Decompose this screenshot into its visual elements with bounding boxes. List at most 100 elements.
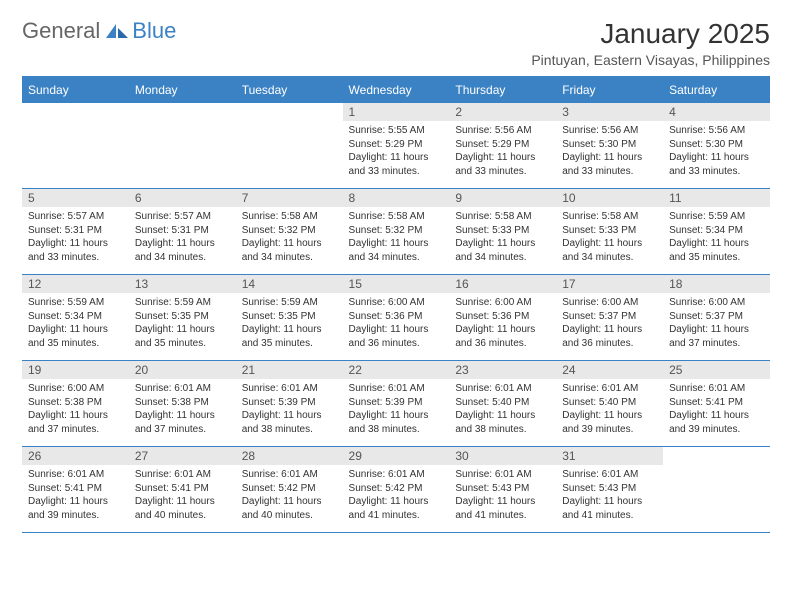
daylight2-line: and 33 minutes.	[669, 165, 764, 179]
daylight2-line: and 35 minutes.	[669, 251, 764, 265]
day-details: Sunrise: 6:01 AMSunset: 5:42 PMDaylight:…	[343, 465, 450, 526]
day-details: Sunrise: 6:01 AMSunset: 5:39 PMDaylight:…	[236, 379, 343, 440]
daylight1-line: Daylight: 11 hours	[669, 151, 764, 165]
day-number: 4	[663, 103, 770, 121]
location: Pintuyan, Eastern Visayas, Philippines	[531, 52, 770, 68]
day-number: 13	[129, 275, 236, 293]
sunrise-line: Sunrise: 6:00 AM	[455, 296, 550, 310]
sunset-line: Sunset: 5:39 PM	[242, 396, 337, 410]
title-block: January 2025 Pintuyan, Eastern Visayas, …	[531, 18, 770, 68]
daylight2-line: and 36 minutes.	[562, 337, 657, 351]
daylight2-line: and 34 minutes.	[562, 251, 657, 265]
sunset-line: Sunset: 5:40 PM	[455, 396, 550, 410]
daylight2-line: and 38 minutes.	[242, 423, 337, 437]
day-details: Sunrise: 6:00 AMSunset: 5:37 PMDaylight:…	[663, 293, 770, 354]
calendar-day-cell: .	[22, 103, 129, 189]
calendar-day-cell: 4 Sunrise: 5:56 AMSunset: 5:30 PMDaylight…	[663, 103, 770, 189]
daylight2-line: and 39 minutes.	[669, 423, 764, 437]
sunrise-line: Sunrise: 6:00 AM	[562, 296, 657, 310]
daylight2-line: and 38 minutes.	[349, 423, 444, 437]
sunrise-line: Sunrise: 5:57 AM	[28, 210, 123, 224]
day-details: Sunrise: 5:59 AMSunset: 5:35 PMDaylight:…	[236, 293, 343, 354]
sunrise-line: Sunrise: 6:00 AM	[669, 296, 764, 310]
day-details: Sunrise: 5:58 AMSunset: 5:33 PMDaylight:…	[449, 207, 556, 268]
sunset-line: Sunset: 5:32 PM	[242, 224, 337, 238]
daylight1-line: Daylight: 11 hours	[562, 495, 657, 509]
day-number: 1	[343, 103, 450, 121]
day-number: 11	[663, 189, 770, 207]
sunset-line: Sunset: 5:41 PM	[135, 482, 230, 496]
sunset-line: Sunset: 5:42 PM	[349, 482, 444, 496]
daylight1-line: Daylight: 11 hours	[455, 323, 550, 337]
sunrise-line: Sunrise: 5:59 AM	[669, 210, 764, 224]
daylight2-line: and 35 minutes.	[28, 337, 123, 351]
day-details: Sunrise: 6:01 AMSunset: 5:40 PMDaylight:…	[556, 379, 663, 440]
daylight2-line: and 34 minutes.	[242, 251, 337, 265]
day-details: Sunrise: 5:57 AMSunset: 5:31 PMDaylight:…	[22, 207, 129, 268]
day-details: Sunrise: 5:56 AMSunset: 5:30 PMDaylight:…	[556, 121, 663, 182]
day-details: Sunrise: 6:01 AMSunset: 5:43 PMDaylight:…	[556, 465, 663, 526]
day-number: 15	[343, 275, 450, 293]
sunset-line: Sunset: 5:36 PM	[455, 310, 550, 324]
calendar-day-cell: 22Sunrise: 6:01 AMSunset: 5:39 PMDayligh…	[343, 361, 450, 447]
sunset-line: Sunset: 5:33 PM	[455, 224, 550, 238]
sunset-line: Sunset: 5:40 PM	[562, 396, 657, 410]
sunset-line: Sunset: 5:41 PM	[28, 482, 123, 496]
sunrise-line: Sunrise: 6:01 AM	[349, 382, 444, 396]
daylight2-line: and 34 minutes.	[135, 251, 230, 265]
day-details: Sunrise: 6:00 AMSunset: 5:37 PMDaylight:…	[556, 293, 663, 354]
calendar-day-cell: 16 Sunrise: 6:00 AMSunset: 5:36 PMDayligh…	[449, 275, 556, 361]
daylight2-line: and 33 minutes.	[562, 165, 657, 179]
sunset-line: Sunset: 5:30 PM	[669, 138, 764, 152]
sunrise-line: Sunrise: 5:57 AM	[135, 210, 230, 224]
sunrise-line: Sunrise: 5:56 AM	[669, 124, 764, 138]
day-header: Saturday	[663, 77, 770, 103]
daylight1-line: Daylight: 11 hours	[28, 323, 123, 337]
daylight2-line: and 35 minutes.	[135, 337, 230, 351]
daylight2-line: and 37 minutes.	[135, 423, 230, 437]
daylight1-line: Daylight: 11 hours	[669, 237, 764, 251]
daylight1-line: Daylight: 11 hours	[669, 323, 764, 337]
day-number: 19	[22, 361, 129, 379]
day-number: 25	[663, 361, 770, 379]
calendar-day-cell: 31Sunrise: 6:01 AMSunset: 5:43 PMDayligh…	[556, 447, 663, 533]
daylight1-line: Daylight: 11 hours	[455, 151, 550, 165]
daylight1-line: Daylight: 11 hours	[562, 323, 657, 337]
day-number: 28	[236, 447, 343, 465]
daylight1-line: Daylight: 11 hours	[562, 237, 657, 251]
day-number: 12	[22, 275, 129, 293]
day-details: Sunrise: 5:58 AMSunset: 5:32 PMDaylight:…	[343, 207, 450, 268]
sunset-line: Sunset: 5:30 PM	[562, 138, 657, 152]
daylight2-line: and 41 minutes.	[349, 509, 444, 523]
sunrise-line: Sunrise: 5:58 AM	[242, 210, 337, 224]
day-number: 10	[556, 189, 663, 207]
calendar-week-row: ...1Sunrise: 5:55 AMSunset: 5:29 PMDayli…	[22, 103, 770, 189]
daylight1-line: Daylight: 11 hours	[562, 409, 657, 423]
day-number: 14	[236, 275, 343, 293]
sunrise-line: Sunrise: 5:59 AM	[28, 296, 123, 310]
day-number: 6	[129, 189, 236, 207]
sunrise-line: Sunrise: 6:01 AM	[242, 382, 337, 396]
sunrise-line: Sunrise: 5:58 AM	[349, 210, 444, 224]
sunrise-line: Sunrise: 5:58 AM	[455, 210, 550, 224]
daylight2-line: and 41 minutes.	[455, 509, 550, 523]
calendar-day-cell: .	[663, 447, 770, 533]
daylight1-line: Daylight: 11 hours	[242, 323, 337, 337]
calendar-day-cell: 1Sunrise: 5:55 AMSunset: 5:29 PMDaylight…	[343, 103, 450, 189]
day-header: Monday	[129, 77, 236, 103]
day-header: Friday	[556, 77, 663, 103]
sunset-line: Sunset: 5:37 PM	[562, 310, 657, 324]
daylight1-line: Daylight: 11 hours	[349, 151, 444, 165]
calendar-day-cell: 10Sunrise: 5:58 AMSunset: 5:33 PMDayligh…	[556, 189, 663, 275]
calendar-day-cell: 26Sunrise: 6:01 AMSunset: 5:41 PMDayligh…	[22, 447, 129, 533]
sunrise-line: Sunrise: 5:55 AM	[349, 124, 444, 138]
daylight2-line: and 39 minutes.	[28, 509, 123, 523]
daylight2-line: and 37 minutes.	[28, 423, 123, 437]
sunrise-line: Sunrise: 6:01 AM	[135, 468, 230, 482]
sunset-line: Sunset: 5:38 PM	[28, 396, 123, 410]
day-details: Sunrise: 6:00 AMSunset: 5:38 PMDaylight:…	[22, 379, 129, 440]
calendar-day-cell: 27Sunrise: 6:01 AMSunset: 5:41 PMDayligh…	[129, 447, 236, 533]
day-number: 29	[343, 447, 450, 465]
day-number: 16	[449, 275, 556, 293]
daylight1-line: Daylight: 11 hours	[28, 495, 123, 509]
